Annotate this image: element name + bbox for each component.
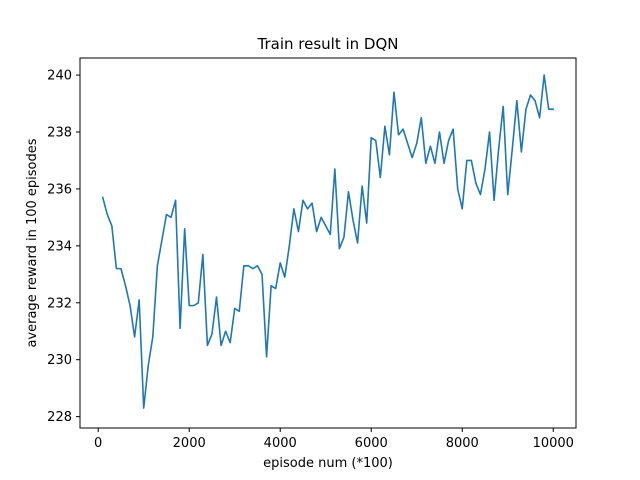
chart-title: Train result in DQN <box>257 35 399 53</box>
y-tick-label: 230 <box>47 353 72 368</box>
y-tick-label: 234 <box>47 239 72 254</box>
x-tick-label: 6000 <box>355 436 388 451</box>
x-tick-label: 10000 <box>533 436 574 451</box>
y-tick-label: 228 <box>47 410 72 425</box>
y-tick-label: 236 <box>47 182 72 197</box>
y-axis-label: average reward in 100 episodes <box>25 138 40 347</box>
x-axis-label: episode num (*100) <box>263 456 393 471</box>
plot-area: 0 2000 4000 6000 8000 10000 228 230 232 234 236 23… <box>47 57 577 451</box>
x-tick-label: 2000 <box>173 436 206 451</box>
x-axis: 0 2000 4000 6000 8000 10000 <box>94 428 574 451</box>
series-line <box>101 74 555 409</box>
x-tick-label: 8000 <box>446 436 479 451</box>
x-tick-label: 0 <box>94 436 102 451</box>
y-tick-label: 238 <box>47 126 72 141</box>
series-layer <box>101 74 555 409</box>
x-tick-label: 4000 <box>264 436 297 451</box>
y-axis: 228 230 232 234 236 238 240 <box>47 69 80 425</box>
plot-frame <box>79 57 577 429</box>
y-tick-label: 240 <box>47 69 72 84</box>
y-tick-label: 232 <box>47 296 72 311</box>
